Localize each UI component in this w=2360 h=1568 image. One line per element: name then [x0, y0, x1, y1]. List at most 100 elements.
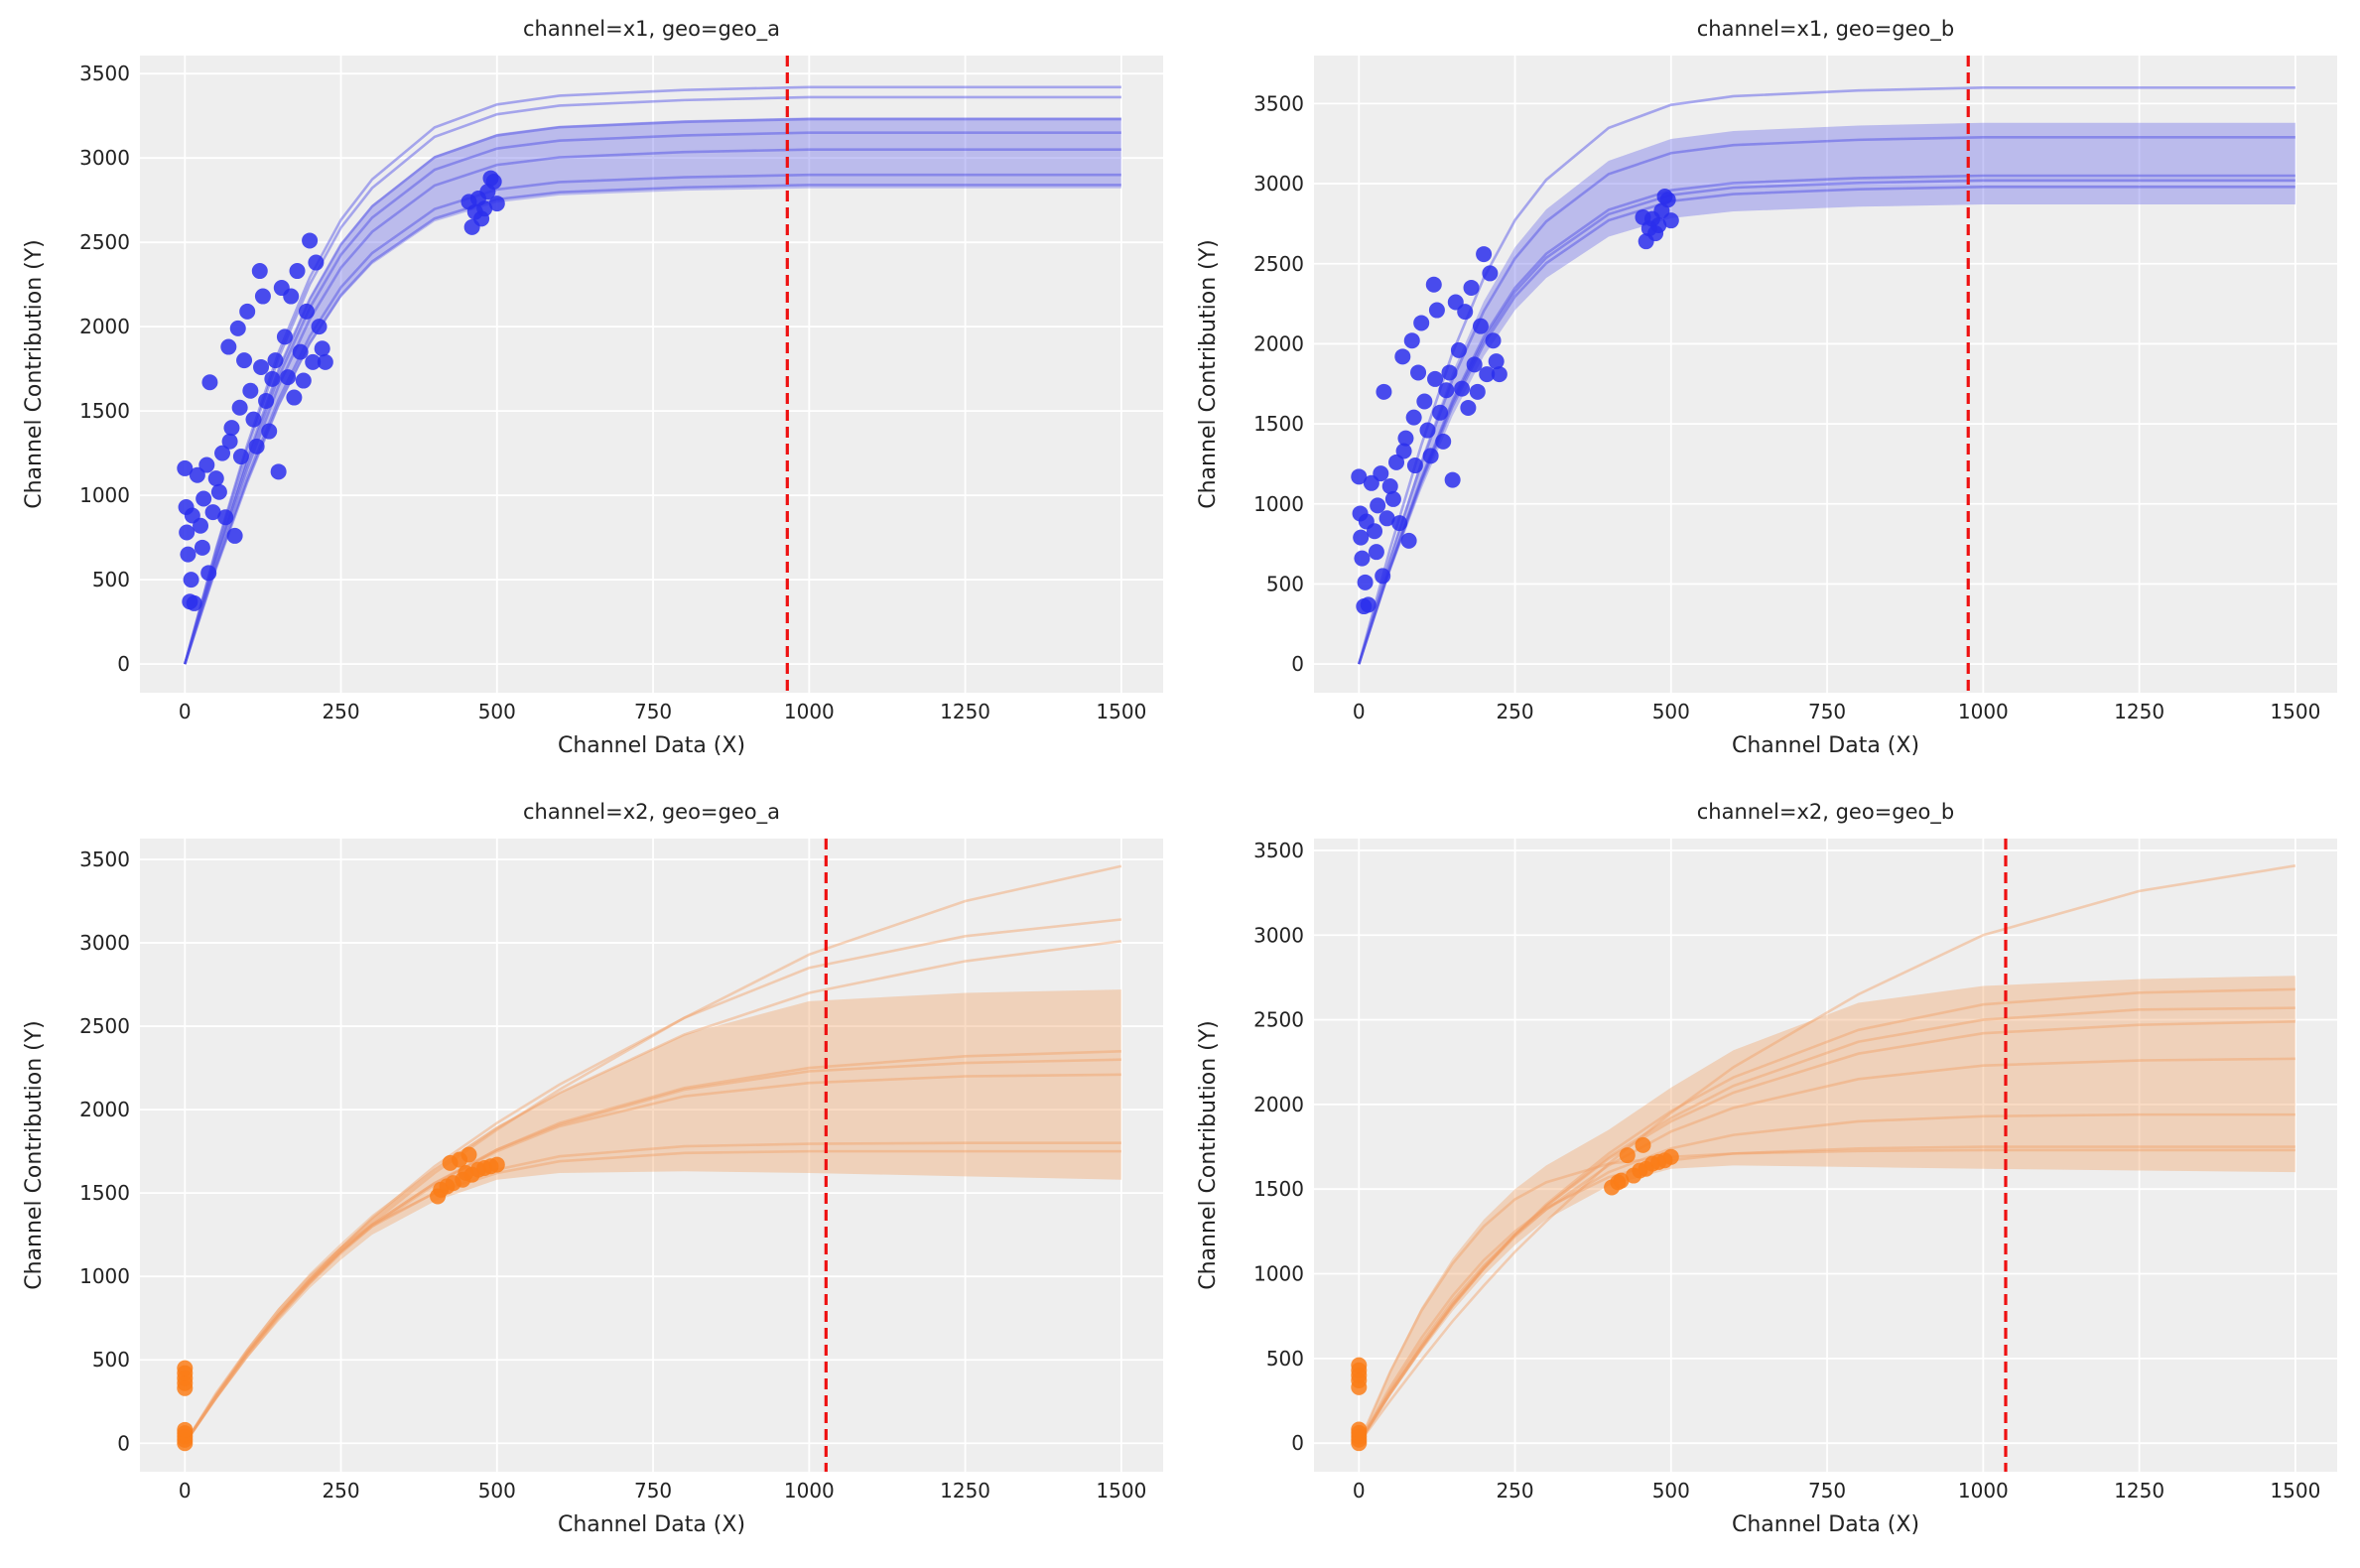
data-point	[1435, 433, 1452, 450]
data-point	[289, 263, 306, 280]
data-point	[180, 546, 197, 563]
data-point	[1425, 276, 1442, 293]
data-point	[1373, 465, 1389, 482]
y-tick-label: 2500	[1253, 1008, 1304, 1032]
hdi-band	[1359, 122, 2295, 665]
data-point	[1360, 596, 1377, 613]
curve	[184, 85, 1121, 665]
data-point	[242, 382, 259, 399]
y-tick-label: 2000	[1253, 1093, 1304, 1116]
curve	[1358, 1019, 2295, 1444]
x-tick-label: 1500	[2270, 700, 2320, 723]
subplot: 0 250 500 750 1000 1250 1500 0 500 1000 1500 2000 25…	[1196, 800, 2337, 1537]
data-point	[283, 288, 300, 305]
data-point	[239, 303, 256, 320]
data-point	[1441, 364, 1458, 381]
curve	[184, 1141, 1121, 1444]
x-tick-label: 750	[634, 700, 672, 723]
y-tick-label: 1000	[1253, 1262, 1304, 1286]
y-tick-label: 3500	[79, 62, 130, 85]
data-point	[488, 1156, 505, 1173]
y-tick-label: 500	[92, 568, 130, 591]
data-point	[1410, 364, 1427, 381]
data-point	[460, 1146, 477, 1163]
curve	[1358, 1006, 2295, 1444]
y-tick-label: 500	[1266, 1347, 1304, 1371]
data-point	[1613, 1172, 1630, 1189]
data-point	[236, 352, 253, 369]
curve	[1358, 1112, 2295, 1444]
x-tick-label: 1500	[2270, 1479, 2320, 1503]
y-tick-label: 500	[1266, 572, 1304, 595]
y-axis-label: Channel Contribution (Y)	[22, 1020, 47, 1290]
x-axis-label: Channel Data (X)	[558, 1512, 745, 1537]
data-point	[1384, 490, 1401, 507]
subplot-title: channel=x1, geo=geo_b	[1697, 17, 1954, 42]
y-tick-label: 3500	[79, 848, 130, 871]
subplot: 0 250 500 750 1000 1250 1500 0 500 1000 1500 2000 25…	[22, 17, 1163, 758]
data-point	[261, 423, 278, 440]
curve	[184, 1049, 1121, 1444]
subplot-title: channel=x1, geo=geo_a	[523, 17, 780, 42]
y-tick-label: 3000	[79, 931, 130, 955]
data-point	[186, 594, 202, 611]
x-tick-label: 500	[478, 700, 516, 723]
data-point	[1460, 399, 1477, 416]
data-point	[231, 399, 248, 416]
data-point	[258, 392, 275, 409]
y-tick-label: 3500	[1253, 839, 1304, 862]
x-axis-label: Channel Data (X)	[1732, 1512, 1919, 1537]
y-tick-label: 2500	[1253, 252, 1304, 276]
x-tick-label: 0	[179, 1479, 192, 1503]
y-tick-label: 2000	[1253, 331, 1304, 355]
data-point	[295, 372, 312, 389]
data-point	[210, 483, 227, 500]
data-point	[1466, 356, 1483, 373]
data-point	[317, 353, 333, 370]
y-tick-label: 500	[92, 1348, 130, 1372]
data-point	[1400, 532, 1417, 549]
data-point	[1419, 422, 1436, 439]
data-point	[200, 565, 217, 582]
y-tick-label: 1000	[1253, 492, 1304, 516]
data-point	[308, 254, 325, 271]
y-axis-label: Channel Contribution (Y)	[22, 239, 47, 509]
data-point	[220, 338, 237, 355]
data-point	[1378, 510, 1395, 527]
curve	[184, 940, 1122, 1444]
x-tick-label: 1000	[1958, 1479, 2009, 1503]
x-axis-label: Channel Data (X)	[558, 733, 745, 758]
data-point	[223, 420, 240, 437]
x-tick-label: 1250	[2114, 1479, 2164, 1503]
data-point	[314, 340, 330, 357]
data-point	[267, 352, 284, 369]
data-point	[1619, 1147, 1636, 1164]
data-point	[193, 517, 209, 534]
subplot-title: channel=x2, geo=geo_b	[1697, 800, 1954, 825]
data-point	[1469, 383, 1486, 400]
y-tick-label: 3500	[1253, 91, 1304, 115]
y-tick-label: 1500	[1253, 1177, 1304, 1201]
data-point	[177, 1360, 194, 1376]
y-tick-label: 2000	[79, 315, 130, 338]
y-tick-label: 1500	[79, 1181, 130, 1205]
data-point	[189, 466, 205, 483]
data-point	[1405, 409, 1422, 426]
data-point	[1476, 246, 1493, 263]
curve	[1358, 174, 2295, 665]
x-tick-label: 1250	[940, 700, 990, 723]
data-point	[198, 457, 215, 473]
data-point	[1650, 217, 1667, 234]
data-point	[1394, 348, 1411, 365]
data-point	[1662, 1148, 1679, 1165]
data-point	[1391, 515, 1408, 532]
data-point	[270, 463, 287, 480]
data-point	[280, 369, 297, 386]
y-tick-label: 0	[117, 1431, 130, 1455]
data-point	[1659, 192, 1676, 208]
data-point	[1479, 366, 1496, 383]
y-tick-label: 2000	[79, 1098, 130, 1121]
data-point	[253, 358, 270, 375]
data-point	[488, 196, 505, 212]
y-tick-label: 1000	[79, 1264, 130, 1288]
